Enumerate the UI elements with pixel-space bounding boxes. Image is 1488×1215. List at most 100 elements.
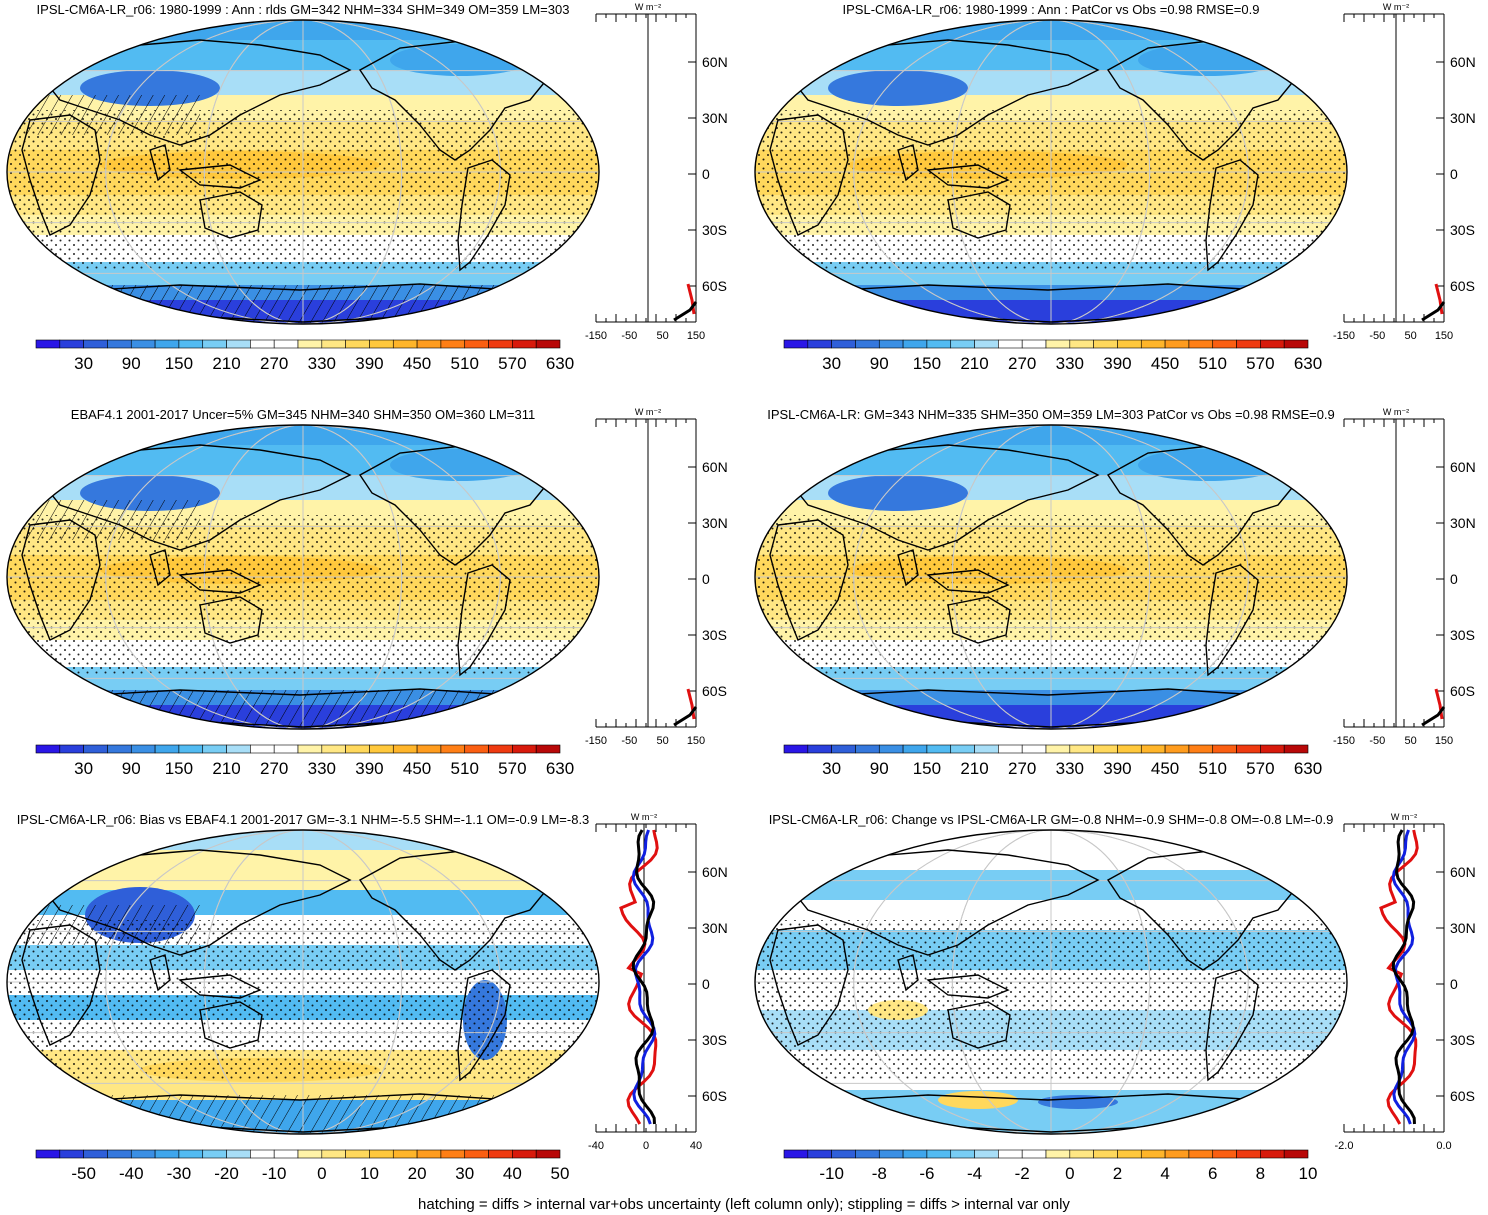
colorbar-swatch: [878, 744, 904, 754]
colorbar-label: 630: [546, 759, 574, 778]
colorbar-swatch: [1188, 744, 1214, 754]
profile-xtick-label: -150: [1333, 735, 1355, 747]
colorbar-label: 8: [1256, 1164, 1265, 1183]
map-p5: [6, 829, 600, 1135]
colorbar-swatch: [202, 1149, 227, 1159]
colorbar-swatch: [998, 744, 1023, 754]
colorbar-swatch: [1117, 339, 1142, 349]
colorbar-swatch: [950, 744, 975, 754]
panel-ebaf-obs: EBAF4.1 2001-2017 Uncer=5% GM=345 NHM=34…: [6, 407, 728, 778]
profile-line-black: [1421, 706, 1446, 727]
profile-line-red: [1434, 283, 1444, 315]
colorbar-label: 330: [308, 354, 336, 373]
colorbar-p5: -50 -40 -30 -20 -10 0 10 20 30 40 50: [35, 1149, 570, 1183]
colorbar-swatch: [1236, 1149, 1261, 1159]
panel-title: IPSL-CM6A-LR_r06: 1980-1999 : Ann : PatC…: [843, 2, 1260, 17]
colorbar-label: 90: [122, 354, 141, 373]
colorbar-swatch: [1260, 744, 1285, 754]
colorbar-swatch: [488, 339, 513, 349]
colorbar-label: 20: [408, 1164, 427, 1183]
colorbar-label: 450: [1151, 759, 1179, 778]
profile-xtick-label: -50: [1369, 735, 1385, 747]
colorbar-swatch: [273, 1149, 299, 1159]
profile-xtick-label: -150: [1333, 330, 1355, 342]
profile-xtick-label: 150: [1435, 735, 1453, 747]
map-p2: [754, 19, 1348, 325]
colorbar-label: 150: [913, 759, 941, 778]
colorbar-swatch: [1045, 339, 1071, 349]
profile-ytick-label: 30S: [1450, 627, 1475, 643]
map-p6: [754, 829, 1348, 1135]
profile-ytick-label: 30N: [1450, 920, 1476, 936]
colorbar-swatch: [369, 339, 394, 349]
map-graticule: [7, 830, 599, 1134]
map-field: [7, 425, 599, 729]
profile-ytick-label: 30S: [702, 222, 727, 238]
map-p4: [754, 424, 1348, 730]
profile-ytick-label: 0: [702, 166, 710, 182]
profile-line-black: [1391, 829, 1416, 1125]
colorbar-label: 570: [498, 759, 526, 778]
profile-ytick-label: 60S: [702, 683, 727, 699]
profile-line-red: [686, 283, 696, 315]
colorbar-swatch: [783, 339, 809, 349]
colorbar-label: 2: [1113, 1164, 1122, 1183]
colorbar-swatch: [535, 339, 561, 349]
colorbar-p1: 30 90 150 210 270 330 390 450 510 570 630: [35, 339, 574, 373]
colorbar-label: 90: [870, 354, 889, 373]
colorbar-swatch: [83, 339, 108, 349]
colorbar-swatch: [974, 1149, 999, 1159]
colorbar-label: 40: [503, 1164, 522, 1183]
profile-xtick-label: 50: [657, 735, 669, 747]
map-border: [754, 424, 1348, 730]
colorbar-label: 50: [551, 1164, 570, 1183]
figure-footer-note: hatching = diffs > internal var+obs unce…: [418, 1196, 1070, 1213]
profile-xtick-label: -50: [621, 330, 637, 342]
colorbar-label: 30: [822, 354, 841, 373]
profile-xtick-label: -50: [621, 735, 637, 747]
profile-ytick-label: 30S: [1450, 1032, 1475, 1048]
panel-change-vs-ensemble: IPSL-CM6A-LR_r06: Change vs IPSL-CM6A-LR…: [754, 812, 1476, 1183]
colorbar-swatch: [345, 339, 370, 349]
colorbar-swatch: [464, 1149, 489, 1159]
colorbar-swatch: [321, 339, 346, 349]
colorbar-swatch: [488, 1149, 513, 1159]
map-p3: [6, 424, 600, 730]
colorbar-swatch: [440, 744, 466, 754]
colorbar-label: 510: [451, 759, 479, 778]
colorbar-swatch: [416, 1149, 442, 1159]
colorbar-p6: -10 -8 -6 -4 -2 0 2 4 6 8 10: [783, 1149, 1317, 1183]
colorbar-swatch: [369, 744, 394, 754]
profile-unit: W m⁻²: [631, 812, 657, 822]
colorbar-label: 90: [870, 759, 889, 778]
profile-unit: W m⁻²: [635, 2, 661, 12]
colorbar-swatch: [807, 339, 832, 349]
colorbar-label: 90: [122, 759, 141, 778]
colorbar-swatch: [1188, 339, 1214, 349]
colorbar-swatch: [1045, 1149, 1071, 1159]
profile-line-red: [619, 829, 659, 1125]
colorbar-swatch: [250, 1149, 275, 1159]
colorbar-swatch: [1140, 744, 1166, 754]
panel-title: IPSL-CM6A-LR: GM=343 NHM=335 SHM=350 OM=…: [767, 407, 1335, 422]
panel-bias-vs-ebaf: IPSL-CM6A-LR_r06: Bias vs EBAF4.1 2001-2…: [6, 812, 728, 1183]
colorbar-swatch: [831, 1149, 856, 1159]
colorbar-swatch: [512, 1149, 537, 1159]
colorbar-swatch: [902, 339, 928, 349]
profile-xtick-label: 50: [1405, 735, 1417, 747]
colorbar-label: 0: [1065, 1164, 1074, 1183]
colorbar-swatch: [154, 744, 180, 754]
zonal-profile-p1: W m⁻² 60N 30N 0 30S 60S -150 -50 50 150: [585, 2, 728, 342]
profile-xtick-label: -150: [585, 735, 607, 747]
profile-ytick-label: 60N: [702, 54, 728, 70]
colorbar-swatch: [464, 339, 489, 349]
map-p1: [6, 19, 600, 325]
colorbar-swatch: [273, 339, 299, 349]
colorbar-swatch: [83, 744, 108, 754]
map-graticule: [755, 830, 1347, 1134]
colorbar-swatch: [1164, 339, 1190, 349]
profile-ytick-label: 30S: [1450, 222, 1475, 238]
colorbar-swatch: [392, 744, 418, 754]
map-border: [6, 424, 600, 730]
